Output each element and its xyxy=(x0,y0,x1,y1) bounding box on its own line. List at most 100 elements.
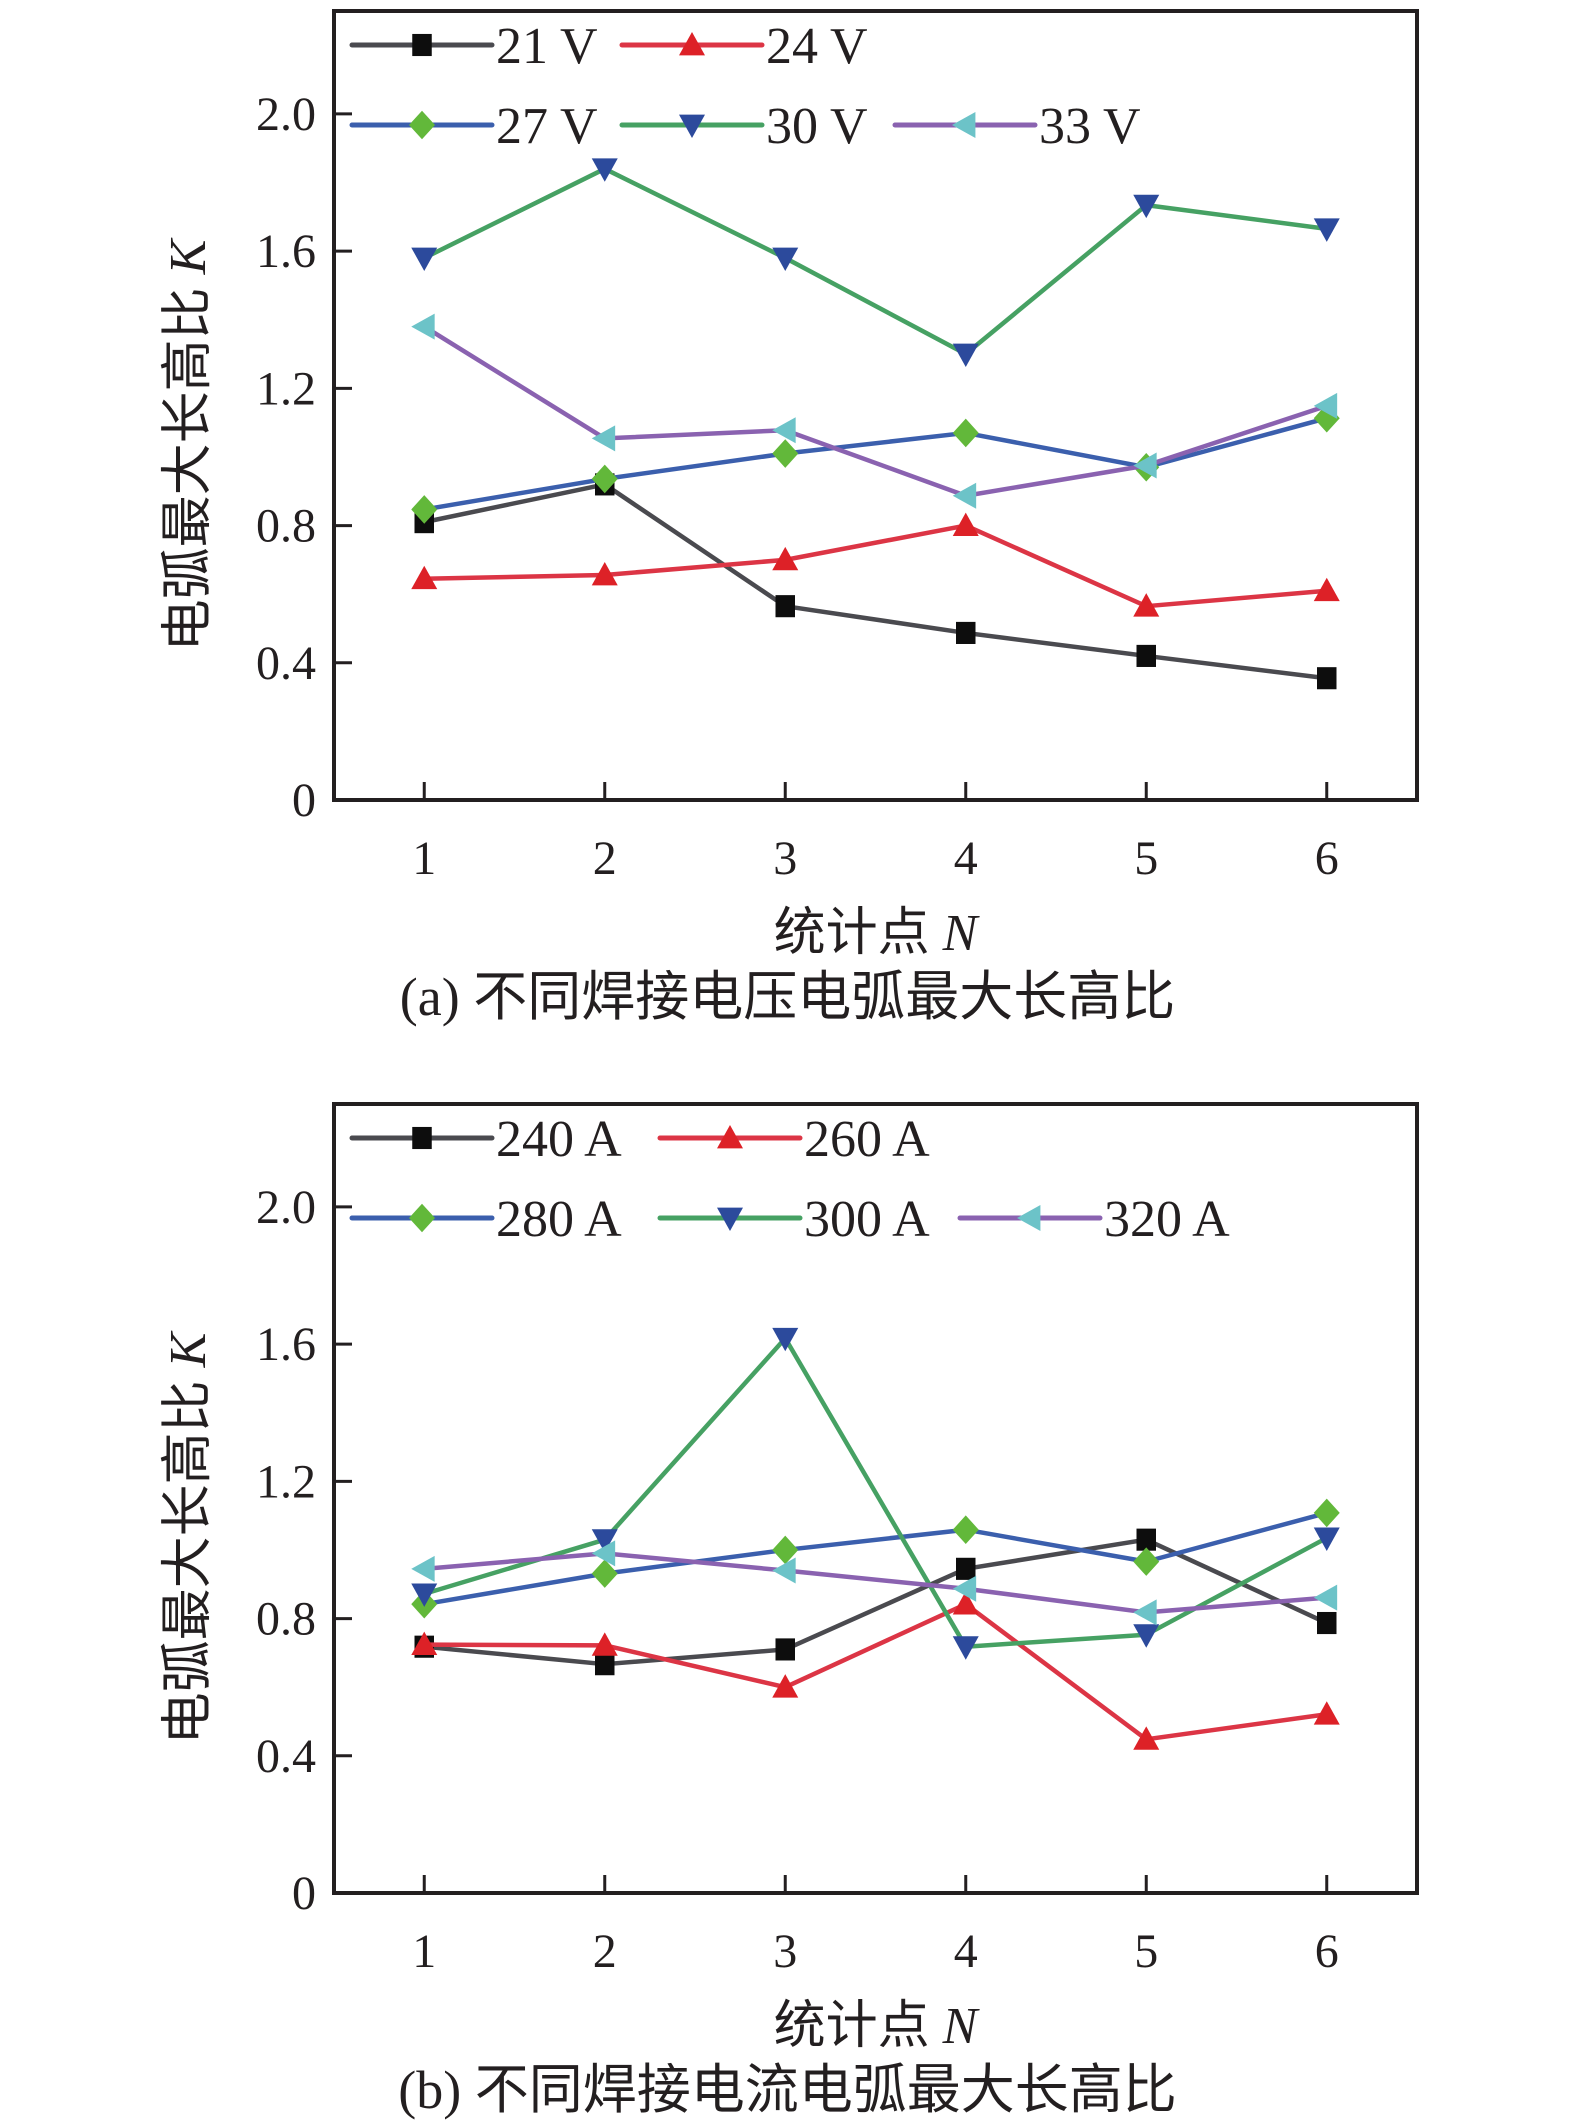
y-tick-label: 1.6 xyxy=(256,225,316,278)
data-point xyxy=(411,565,438,590)
data-point xyxy=(772,546,799,571)
data-point xyxy=(772,1557,796,1584)
data-point xyxy=(1313,1584,1338,1611)
x-tick-label: 1 xyxy=(412,832,436,885)
data-point xyxy=(591,1529,618,1553)
y-tick-label: 1.2 xyxy=(256,362,316,415)
series-line xyxy=(423,324,1328,498)
legend-item: 24 V xyxy=(619,18,868,75)
series-line xyxy=(424,523,1327,609)
legend-item: 240 A xyxy=(349,1111,622,1168)
legend-label: 280 A xyxy=(496,1191,622,1248)
legend-label: 33 V xyxy=(1039,98,1141,155)
legend-marker xyxy=(412,33,432,57)
data-point xyxy=(591,1632,618,1656)
data-point xyxy=(1133,1624,1160,1648)
data-point xyxy=(591,1540,616,1567)
legend-label: 30 V xyxy=(766,98,868,155)
series-line xyxy=(423,166,1328,357)
data-point xyxy=(1313,218,1340,242)
y-tick-label: 2.0 xyxy=(256,1181,316,1234)
legend-marker xyxy=(717,1207,743,1231)
y-axis-label-text: 电弧最大长高比 xyxy=(160,1367,217,1744)
data-point xyxy=(952,482,977,509)
data-point xyxy=(1133,194,1160,219)
legend-item: 30 V xyxy=(619,98,868,155)
data-point xyxy=(1133,1599,1157,1626)
x-tick-label: 5 xyxy=(1134,1925,1158,1978)
series-260a xyxy=(411,1591,1340,1750)
y-axis-variable: K xyxy=(160,237,217,275)
series-24v xyxy=(411,512,1340,617)
x-axis-label: 统计点 N xyxy=(774,1998,981,2055)
series-line xyxy=(423,482,1328,681)
series-line xyxy=(423,1510,1328,1607)
x-tick-label: 6 xyxy=(1315,832,1339,885)
data-point xyxy=(591,425,616,452)
data-point xyxy=(411,1555,435,1582)
data-point xyxy=(772,1535,799,1565)
y-tick-label: 0.8 xyxy=(256,1593,316,1646)
series-line xyxy=(424,1551,1327,1615)
y-tick-label: 0.4 xyxy=(256,637,316,690)
legend-item: 33 V xyxy=(892,98,1141,155)
data-point xyxy=(591,464,618,494)
y-axis-label: 电弧最大长高比 K xyxy=(160,237,217,651)
legend-item: 21 V xyxy=(349,18,598,75)
x-tick-label: 3 xyxy=(773,832,797,885)
figure-b: 0 0.4 0.8 1.2 1.6 2.0 1 2 3 4 5 6 统计点 N 电弧最大长高比 K 240 … xyxy=(0,1093,1575,2123)
legend-marker xyxy=(409,1203,435,1233)
data-point xyxy=(1136,1528,1156,1551)
legend-item: 300 A xyxy=(657,1191,930,1248)
series-line xyxy=(424,1601,1328,1742)
data-point xyxy=(772,439,799,468)
data-point xyxy=(595,1653,615,1676)
caption-a: (a) 不同焊接电压电弧最大长高比 xyxy=(399,967,1176,1027)
legend-marker xyxy=(409,110,435,140)
chart-b: 0 0.4 0.8 1.2 1.6 2.0 1 2 3 4 5 6 统计点 N 电弧最大长高比 K 240 … xyxy=(160,1102,1419,2055)
data-point xyxy=(952,1575,977,1602)
data-point xyxy=(591,561,618,586)
data-point xyxy=(775,1638,795,1661)
data-point xyxy=(775,595,795,618)
legend-label: 300 A xyxy=(804,1191,930,1248)
data-point xyxy=(591,1559,618,1588)
data-point xyxy=(952,1515,979,1545)
legend-marker xyxy=(1017,1205,1041,1231)
data-point xyxy=(1313,1701,1340,1725)
series-280a xyxy=(411,1498,1340,1619)
series-line xyxy=(423,416,1328,512)
plot-frame xyxy=(332,9,1419,802)
legend-label: 240 A xyxy=(496,1111,622,1168)
data-point xyxy=(1136,644,1156,667)
legend-label: 24 V xyxy=(766,18,868,75)
data-point xyxy=(956,1557,976,1580)
data-point xyxy=(1133,1547,1160,1576)
series-33v xyxy=(411,313,1338,509)
legend-label: 21 V xyxy=(496,18,598,75)
x-tick-label: 3 xyxy=(773,1925,797,1978)
series-21v xyxy=(414,473,1337,690)
x-tick-label: 4 xyxy=(954,832,978,885)
plot-frame xyxy=(332,1102,1419,1895)
data-point xyxy=(411,495,438,524)
y-tick-label: 0.8 xyxy=(256,500,316,553)
data-point xyxy=(1313,1527,1340,1551)
data-point xyxy=(1133,1726,1160,1750)
legend-label: 27 V xyxy=(496,98,598,155)
x-axis-variable: N xyxy=(942,1998,981,2055)
x-tick-label: 2 xyxy=(593,1925,617,1978)
data-point xyxy=(1313,1498,1340,1528)
data-point xyxy=(952,512,979,536)
y-tick-label: 1.2 xyxy=(256,1455,316,1508)
data-point xyxy=(772,417,796,444)
x-tick-label: 5 xyxy=(1134,832,1158,885)
legend-marker xyxy=(412,1126,432,1150)
x-tick-label: 6 xyxy=(1315,1925,1339,1978)
series-240a xyxy=(414,1528,1337,1676)
x-axis-label-text: 统计点 xyxy=(774,905,943,962)
legend-marker xyxy=(679,32,705,56)
legend: 240 A 260 A 280 A 300 A 320 A xyxy=(349,1111,1230,1248)
chart-a: 0 0.4 0.8 1.2 1.6 2.0 1 2 3 4 5 6 统计点 N 电弧最大长高比 K 21 V… xyxy=(160,9,1419,962)
data-point xyxy=(411,313,435,340)
